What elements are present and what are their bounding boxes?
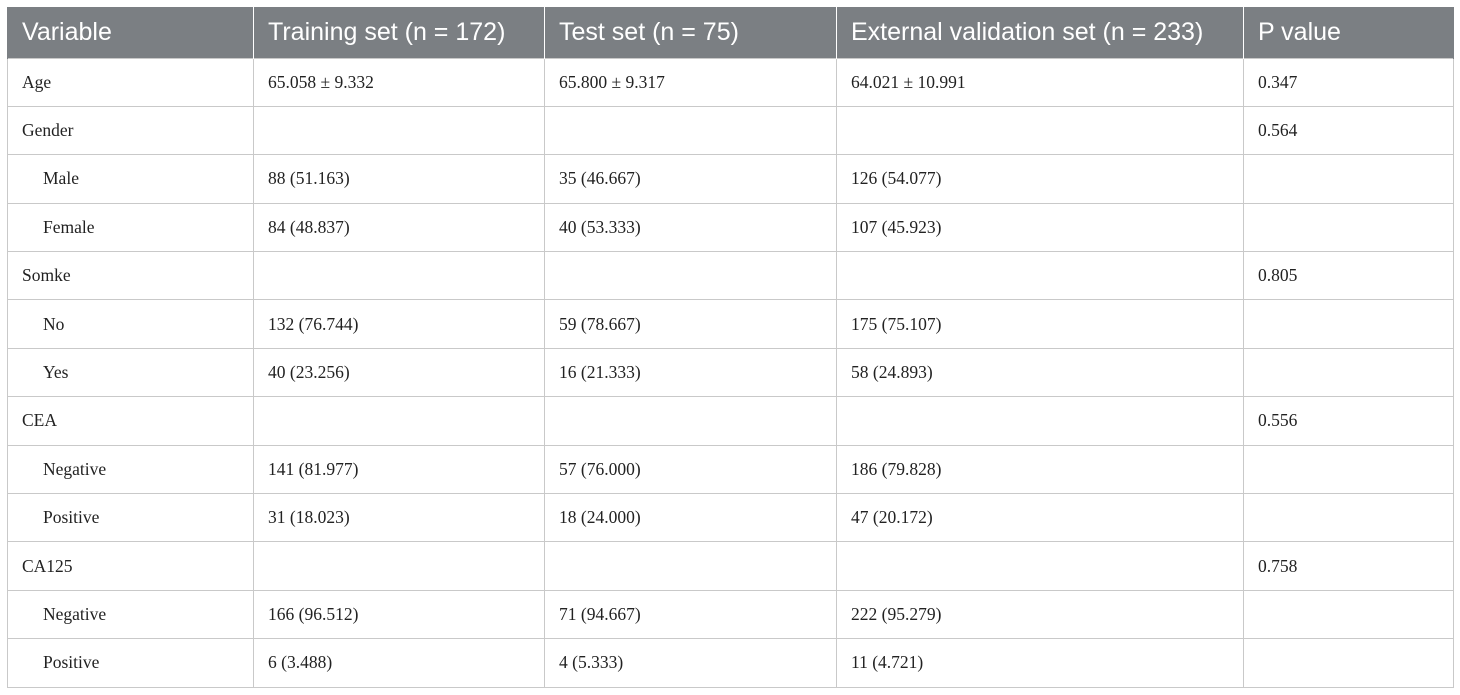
external-cell: 64.021 ± 10.991 xyxy=(836,57,1244,107)
training-cell: 132 (76.744) xyxy=(253,299,545,349)
external-cell: 222 (95.279) xyxy=(836,589,1244,640)
external-cell: 186 (79.828) xyxy=(836,444,1244,495)
training-cell xyxy=(253,396,545,446)
characteristics-table: Variable Training set (n = 172) Test set… xyxy=(7,7,1454,688)
header-external-validation-set: External validation set (n = 233) xyxy=(836,7,1244,58)
variable-cell: Negative xyxy=(7,589,254,640)
variable-cell: Positive xyxy=(7,638,254,688)
table-row: Somke 0.805 xyxy=(7,251,1454,301)
table-row: Yes 40 (23.256) 16 (21.333) 58 (24.893) xyxy=(7,347,1454,398)
external-cell: 175 (75.107) xyxy=(836,299,1244,349)
table-row: No 132 (76.744) 59 (78.667) 175 (75.107) xyxy=(7,299,1454,349)
training-cell: 88 (51.163) xyxy=(253,154,545,204)
p-value-cell xyxy=(1243,299,1454,349)
test-cell: 16 (21.333) xyxy=(544,347,837,398)
table-row: CEA 0.556 xyxy=(7,396,1454,446)
p-value-cell: 0.805 xyxy=(1243,251,1454,301)
p-value-cell: 0.556 xyxy=(1243,396,1454,446)
external-cell xyxy=(836,541,1244,591)
header-p-value: P value xyxy=(1243,7,1454,58)
p-value-cell: 0.758 xyxy=(1243,541,1454,591)
variable-cell: CEA xyxy=(7,396,254,446)
variable-cell: Negative xyxy=(7,444,254,495)
p-value-cell xyxy=(1243,202,1454,253)
header-variable: Variable xyxy=(7,7,254,58)
p-value-cell xyxy=(1243,589,1454,640)
p-value-cell: 0.347 xyxy=(1243,57,1454,107)
p-value-cell xyxy=(1243,347,1454,398)
data-table-container: Variable Training set (n = 172) Test set… xyxy=(7,7,1454,688)
table-row: Positive 31 (18.023) 18 (24.000) 47 (20.172… xyxy=(7,493,1454,543)
table-row: Age 65.058 ± 9.332 65.800 ± 9.317 64.021 ± … xyxy=(7,57,1454,107)
p-value-cell xyxy=(1243,493,1454,543)
test-cell: 18 (24.000) xyxy=(544,493,837,543)
header-row: Variable Training set (n = 172) Test set… xyxy=(7,7,1454,58)
test-cell: 4 (5.333) xyxy=(544,638,837,688)
p-value-cell xyxy=(1243,154,1454,204)
training-cell: 65.058 ± 9.332 xyxy=(253,57,545,107)
external-cell: 11 (4.721) xyxy=(836,638,1244,688)
training-cell: 141 (81.977) xyxy=(253,444,545,495)
variable-cell: Female xyxy=(7,202,254,253)
table-row: Positive 6 (3.488) 4 (5.333) 11 (4.721) xyxy=(7,638,1454,688)
test-cell: 35 (46.667) xyxy=(544,154,837,204)
header-test-set: Test set (n = 75) xyxy=(544,7,837,58)
table-header: Variable Training set (n = 172) Test set… xyxy=(7,7,1454,58)
table-row: Female 84 (48.837) 40 (53.333) 107 (45.923) xyxy=(7,202,1454,253)
variable-cell: CA125 xyxy=(7,541,254,591)
table-row: Negative 141 (81.977) 57 (76.000) 186 (79.8… xyxy=(7,444,1454,495)
training-cell xyxy=(253,541,545,591)
variable-cell: Positive xyxy=(7,493,254,543)
variable-cell: Somke xyxy=(7,251,254,301)
external-cell xyxy=(836,105,1244,156)
test-cell xyxy=(544,541,837,591)
external-cell: 107 (45.923) xyxy=(836,202,1244,253)
test-cell: 40 (53.333) xyxy=(544,202,837,253)
training-cell xyxy=(253,251,545,301)
training-cell: 31 (18.023) xyxy=(253,493,545,543)
variable-cell: Male xyxy=(7,154,254,204)
external-cell xyxy=(836,396,1244,446)
table-row: Gender 0.564 xyxy=(7,105,1454,156)
test-cell xyxy=(544,396,837,446)
table-row: CA125 0.758 xyxy=(7,541,1454,591)
test-cell xyxy=(544,105,837,156)
training-cell: 40 (23.256) xyxy=(253,347,545,398)
p-value-cell xyxy=(1243,444,1454,495)
table-body: Age 65.058 ± 9.332 65.800 ± 9.317 64.021 ± … xyxy=(7,57,1454,688)
variable-cell: Gender xyxy=(7,105,254,156)
header-training-set: Training set (n = 172) xyxy=(253,7,545,58)
p-value-cell xyxy=(1243,638,1454,688)
training-cell: 6 (3.488) xyxy=(253,638,545,688)
test-cell: 57 (76.000) xyxy=(544,444,837,495)
training-cell: 84 (48.837) xyxy=(253,202,545,253)
external-cell xyxy=(836,251,1244,301)
test-cell xyxy=(544,251,837,301)
variable-cell: Age xyxy=(7,57,254,107)
variable-cell: Yes xyxy=(7,347,254,398)
test-cell: 65.800 ± 9.317 xyxy=(544,57,837,107)
external-cell: 58 (24.893) xyxy=(836,347,1244,398)
training-cell: 166 (96.512) xyxy=(253,589,545,640)
table-row: Negative 166 (96.512) 71 (94.667) 222 (95.2… xyxy=(7,589,1454,640)
test-cell: 71 (94.667) xyxy=(544,589,837,640)
test-cell: 59 (78.667) xyxy=(544,299,837,349)
training-cell xyxy=(253,105,545,156)
variable-cell: No xyxy=(7,299,254,349)
external-cell: 126 (54.077) xyxy=(836,154,1244,204)
external-cell: 47 (20.172) xyxy=(836,493,1244,543)
table-row: Male 88 (51.163) 35 (46.667) 126 (54.077) xyxy=(7,154,1454,204)
p-value-cell: 0.564 xyxy=(1243,105,1454,156)
